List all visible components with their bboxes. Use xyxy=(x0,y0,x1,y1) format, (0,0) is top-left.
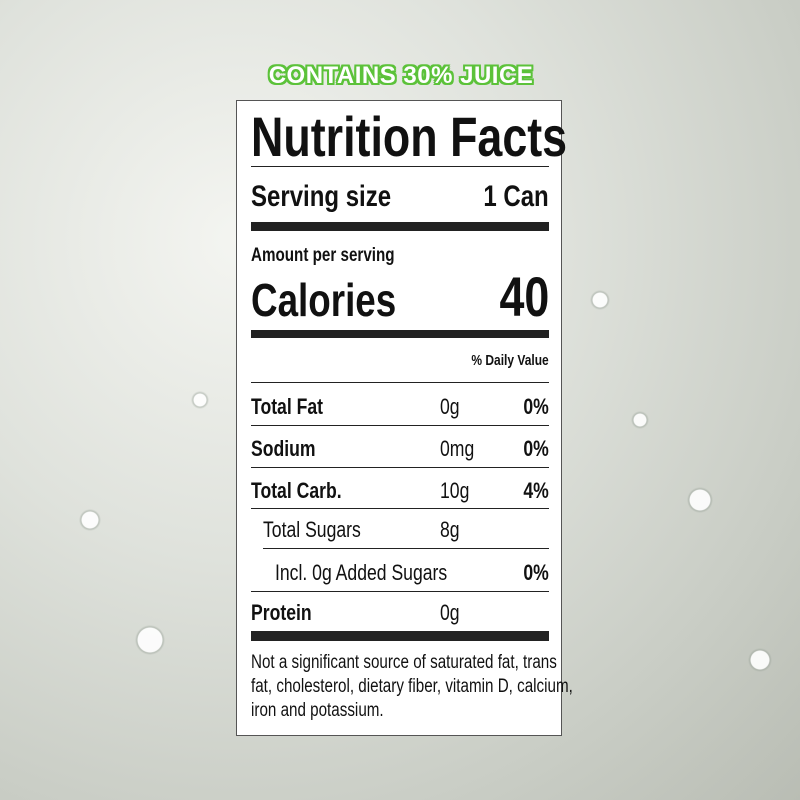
thick-divider xyxy=(251,631,549,641)
thick-divider xyxy=(251,222,549,231)
thick-divider xyxy=(251,330,549,338)
nutrient-name: Sodium xyxy=(251,436,316,461)
nutrient-name: Total Fat xyxy=(251,394,324,419)
serving-size-value: 1 Can xyxy=(483,180,549,213)
label-title: Nutrition Facts xyxy=(251,105,568,168)
amount-per-serving: Amount per serving xyxy=(251,245,395,266)
nutrient-dv: 0% xyxy=(523,394,549,419)
serving-size-label: Serving size xyxy=(251,180,392,213)
nutrient-amount: 0g xyxy=(440,394,460,419)
divider xyxy=(251,166,549,167)
nutrient-dv: 4% xyxy=(523,478,549,503)
divider xyxy=(251,508,549,509)
footnote-line: iron and potassium. xyxy=(251,700,384,721)
divider xyxy=(251,591,549,592)
footnote-line: Not a significant source of saturated fa… xyxy=(251,652,557,673)
calories-label: Calories xyxy=(251,274,397,326)
divider xyxy=(263,548,549,549)
nutrient-amount: 10g xyxy=(440,478,470,503)
nutrient-amount: 0mg xyxy=(440,436,475,461)
nutrient-name: Total Sugars xyxy=(263,517,361,542)
divider xyxy=(251,425,549,426)
nutrient-name: Incl. 0g Added Sugars xyxy=(275,560,448,585)
nutrient-dv: 0% xyxy=(523,560,549,585)
footnote-line: fat, cholesterol, dietary fiber, vitamin… xyxy=(251,676,573,697)
nutrient-amount: 0g xyxy=(440,600,460,625)
nutrient-dv: 0% xyxy=(523,436,549,461)
juice-banner: CONTAINS 30% JUICE xyxy=(268,62,534,89)
daily-value-header: % Daily Value xyxy=(471,352,549,369)
nutrient-name: Protein xyxy=(251,600,312,625)
nutrition-facts-label: Nutrition Facts Serving size 1 Can Amoun… xyxy=(236,100,573,736)
calories-value: 40 xyxy=(499,265,549,328)
nutrient-name: Total Carb. xyxy=(251,478,342,503)
divider xyxy=(251,382,549,383)
nutrient-amount: 8g xyxy=(440,517,460,542)
divider xyxy=(251,467,549,468)
